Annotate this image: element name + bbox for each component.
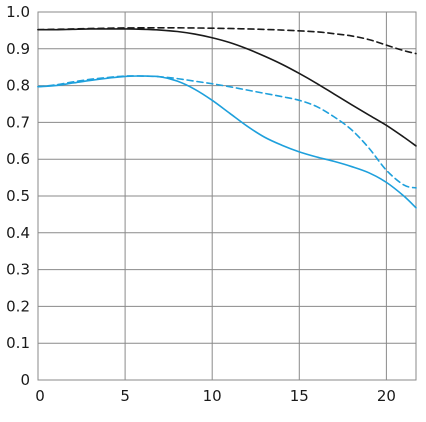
y-tick-label: 0.1 (6, 334, 30, 352)
y-tick-label: 1.0 (6, 3, 30, 21)
series-line-0 (37, 28, 417, 147)
y-tick-label: 0.5 (6, 187, 30, 205)
y-tick-label: 0.6 (6, 150, 30, 168)
plot-area-frame (37, 11, 417, 381)
x-tick-label: 0 (35, 387, 45, 405)
y-tick-label: 0.3 (6, 261, 30, 279)
y-axis-tick-labels: 0 0.1 0.2 0.3 0.4 0.5 0.6 0.7 0.8 0.9 1.0 (6, 3, 30, 389)
series-group (37, 26, 417, 209)
y-tick-label: 0.9 (6, 40, 30, 58)
y-tick-label: 0.2 (6, 297, 30, 315)
y-tick-label: 0.7 (6, 113, 30, 131)
x-tick-label: 5 (120, 387, 130, 405)
x-tick-label: 15 (290, 387, 309, 405)
y-tick-label: 0.8 (6, 77, 30, 95)
y-tick-label: 0.4 (6, 224, 30, 242)
x-tick-label: 10 (203, 387, 222, 405)
series-line-3 (37, 75, 417, 189)
series-line-1 (37, 26, 417, 55)
y-tick-label: 0 (20, 371, 30, 389)
x-tick-label: 20 (377, 387, 396, 405)
series-line-2 (37, 75, 417, 209)
grid (37, 11, 416, 381)
x-axis-tick-labels: 0 5 10 15 20 (35, 387, 396, 405)
